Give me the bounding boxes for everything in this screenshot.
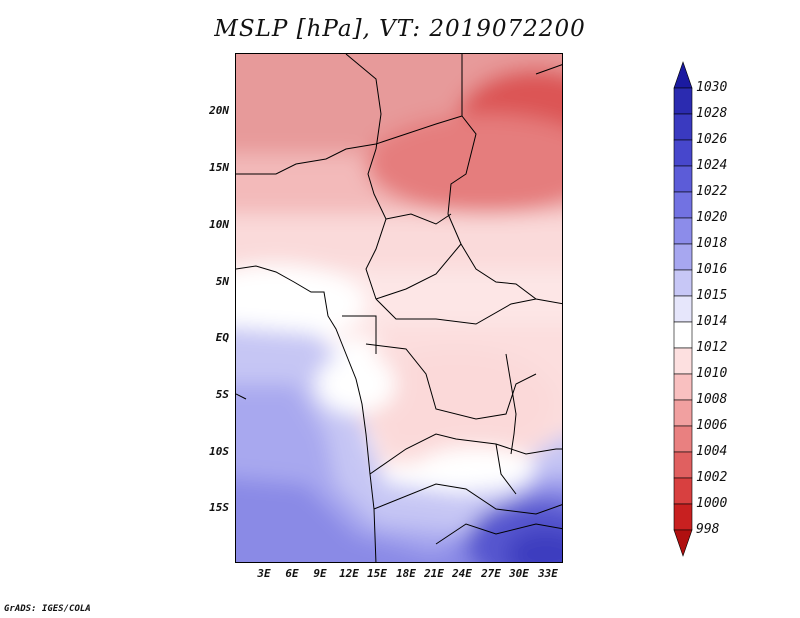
map-plot-area: [235, 53, 563, 563]
country-borders: [236, 54, 562, 562]
colorbar-label: 1010: [696, 366, 728, 381]
colorbar-segment: [673, 269, 693, 297]
lon-tick-label: 24E: [452, 567, 472, 580]
pressure-shading: [236, 54, 562, 562]
lon-tick-label: 15E: [367, 567, 387, 580]
colorbar-segment: [673, 321, 693, 349]
colorbar-segment: [673, 399, 693, 427]
lat-tick-label: 20N: [209, 104, 229, 117]
lon-tick-label: 12E: [339, 567, 359, 580]
lon-tick-label: 30E: [509, 567, 529, 580]
footer-credit: GrADS: IGES/COLA: [4, 604, 91, 614]
lat-tick-label: 5N: [215, 275, 229, 288]
colorbar-segment: [673, 477, 693, 505]
lon-tick-label: 3E: [257, 567, 271, 580]
map-title: MSLP [hPa], VT: 2019072200: [214, 16, 586, 42]
colorbar-segment: [673, 61, 693, 89]
colorbar-label: 1014: [696, 314, 728, 329]
colorbar-label: 1012: [696, 340, 728, 355]
colorbar-label: 1016: [696, 262, 728, 277]
lat-tick-label: EQ: [215, 331, 229, 344]
colorbar-label: 1004: [696, 444, 728, 459]
colorbar-label: 1024: [696, 158, 728, 173]
colorbar-label: 1000: [696, 496, 728, 511]
colorbar-segment: [673, 503, 693, 531]
colorbar-label: 1008: [696, 392, 728, 407]
colorbar-segment: [673, 87, 693, 115]
colorbar-label: 1006: [696, 418, 728, 433]
lon-tick-label: 33E: [538, 567, 558, 580]
colorbar-label: 1002: [696, 470, 728, 485]
colorbar-segment: [673, 113, 693, 141]
colorbar-label: 998: [696, 522, 720, 537]
colorbar: [673, 61, 693, 557]
pressure-field-map: [236, 54, 562, 562]
lat-tick-label: 10N: [209, 218, 229, 231]
lon-tick-label: 27E: [481, 567, 501, 580]
colorbar-label: 1020: [696, 210, 728, 225]
lat-tick-label: 5S: [215, 388, 229, 401]
lat-tick-label: 15S: [209, 501, 229, 514]
colorbar-segment: [673, 529, 693, 557]
colorbar-label: 1015: [696, 288, 728, 303]
lon-tick-label: 18E: [396, 567, 416, 580]
colorbar-label: 1026: [696, 132, 728, 147]
colorbar-segment: [673, 347, 693, 375]
colorbar-segment: [673, 425, 693, 453]
colorbar-segment: [673, 165, 693, 193]
colorbar-label: 1030: [696, 80, 728, 95]
colorbar-segment: [673, 295, 693, 323]
colorbar-segment: [673, 217, 693, 245]
colorbar-segment: [673, 243, 693, 271]
lon-tick-label: 9E: [313, 567, 327, 580]
lat-tick-label: 15N: [209, 161, 229, 174]
colorbar-segment: [673, 139, 693, 167]
lat-tick-label: 10S: [209, 445, 229, 458]
colorbar-segment: [673, 373, 693, 401]
lon-tick-label: 21E: [424, 567, 444, 580]
colorbar-label: 1018: [696, 236, 728, 251]
colorbar-label: 1022: [696, 184, 728, 199]
colorbar-label: 1028: [696, 106, 728, 121]
colorbar-segment: [673, 451, 693, 479]
colorbar-segment: [673, 191, 693, 219]
lon-tick-label: 6E: [285, 567, 299, 580]
